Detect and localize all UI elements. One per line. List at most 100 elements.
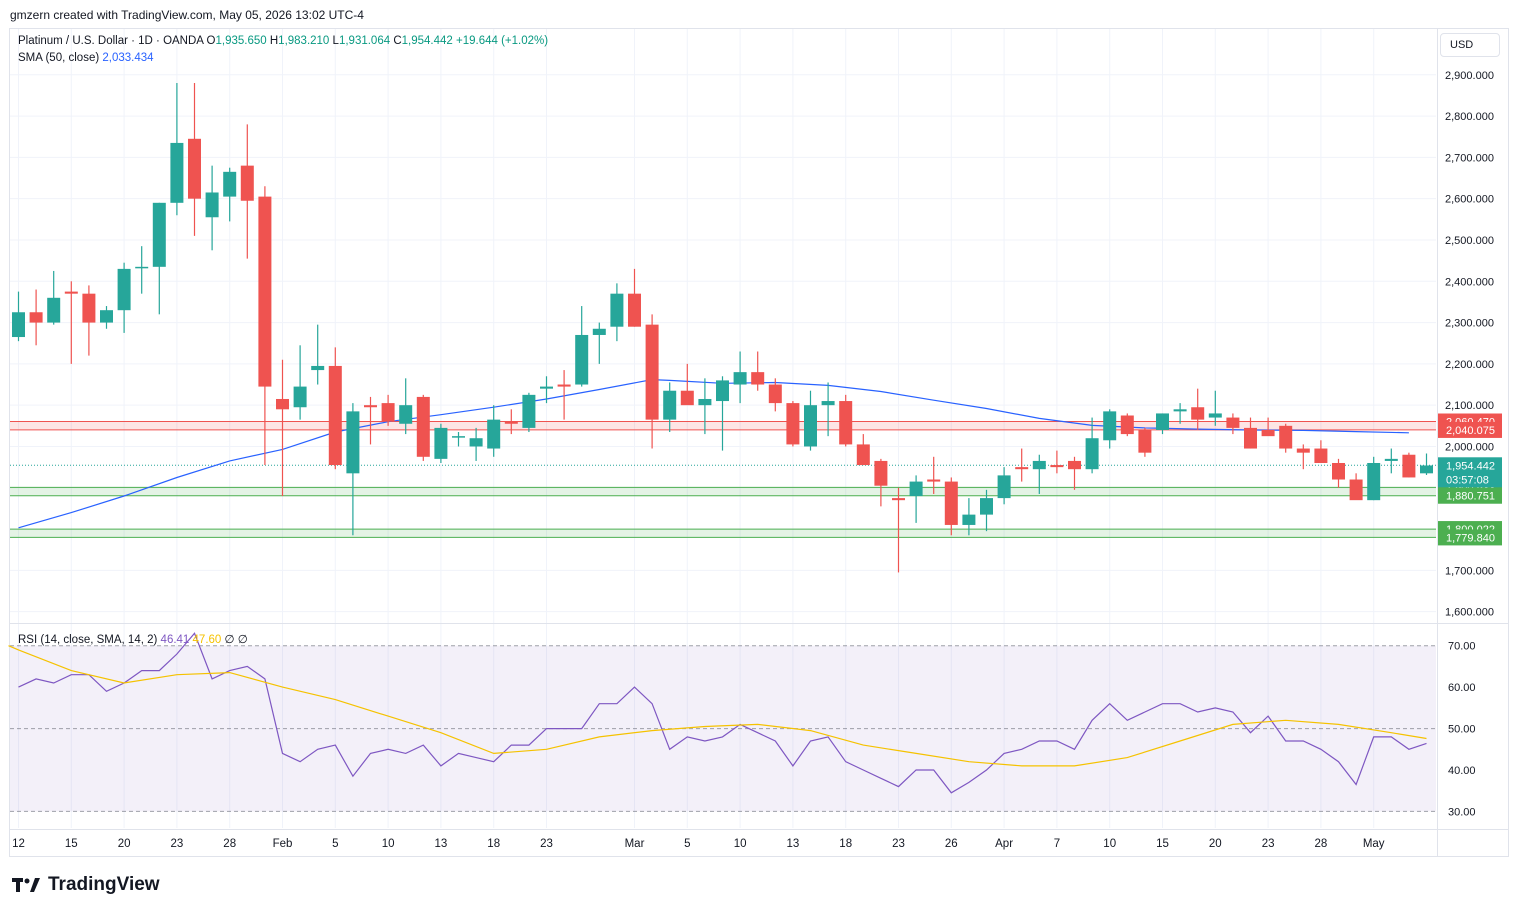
candle-body — [346, 411, 360, 474]
candle-body — [1349, 479, 1363, 501]
candle-body — [751, 372, 765, 385]
candle — [751, 351, 765, 391]
currency-selector[interactable]: USD — [1440, 33, 1500, 57]
time-tick-label: Mar — [625, 838, 645, 850]
time-tick-label: 5 — [332, 838, 338, 850]
time-tick-label: 12 — [12, 838, 25, 850]
sma-value: 2,033.434 — [102, 52, 154, 64]
candle — [522, 392, 536, 433]
candle-body — [1032, 460, 1046, 470]
candle — [223, 167, 237, 222]
candle-body — [381, 403, 395, 422]
candle-body — [892, 498, 905, 501]
candle — [645, 314, 659, 449]
candle-body — [909, 481, 923, 497]
candle-body — [1261, 429, 1275, 437]
countdown-text: 03:57:08 — [1446, 474, 1489, 486]
footer-brand: TradingView — [48, 874, 160, 895]
candle — [381, 394, 395, 426]
time-tick-label: Apr — [995, 838, 1013, 850]
time-tick-label: 18 — [839, 838, 852, 850]
candle-body — [1173, 409, 1187, 412]
rsi-tick-label: 50.00 — [1448, 724, 1476, 736]
candle — [205, 165, 219, 251]
candle — [1208, 390, 1222, 426]
footer-logo[interactable]: TradingView — [12, 874, 160, 896]
rsi-tick-label: 40.00 — [1448, 765, 1476, 777]
resistance-tag-bg — [1438, 421, 1502, 438]
time-axis: 12 15 20 23 28 Feb 5 10 13 18 23 Mar 5 10 13 18 23 26 Apr 7… — [12, 838, 1385, 850]
candle — [1173, 403, 1187, 424]
candle-body — [1156, 413, 1169, 430]
candle — [1314, 440, 1328, 463]
candle — [1156, 413, 1169, 435]
price-axis: 1,600.0001,700.0001,800.0001,900.0002,00… — [1445, 70, 1494, 619]
candle-body — [12, 312, 25, 338]
time-tick-label: 20 — [1209, 838, 1222, 850]
candle-body — [399, 405, 413, 424]
candle-body — [575, 334, 589, 385]
candle-body — [680, 390, 694, 406]
candle-body — [452, 436, 465, 438]
low-value: 1,931.064 — [338, 35, 391, 47]
time-tick-label: 10 — [1103, 838, 1116, 850]
support-zone-lower-fill — [10, 529, 1436, 538]
candle-body — [786, 403, 800, 445]
high-value: 1,983.210 — [278, 35, 330, 47]
candle-body — [997, 475, 1011, 499]
open-value: 1,935.650 — [215, 35, 267, 47]
candle — [575, 306, 589, 387]
candle — [64, 281, 78, 364]
candle-body — [733, 372, 747, 385]
rsi-band — [10, 645, 1436, 812]
candle — [487, 405, 501, 457]
candle-body — [592, 328, 606, 335]
candle — [1015, 448, 1029, 482]
candle — [12, 291, 25, 342]
candle — [1191, 388, 1205, 430]
candle — [663, 382, 677, 433]
candle-body — [927, 479, 941, 482]
chart-attribution: gmzern created with TradingView.com, May… — [10, 8, 364, 22]
candle — [1244, 417, 1257, 449]
candle — [452, 432, 465, 447]
rsi-axis: 30.00 40.00 50.00 60.00 70.00 — [1448, 641, 1476, 819]
candle-body — [980, 498, 993, 515]
candle-body — [276, 398, 289, 410]
time-tick-label: 15 — [1156, 838, 1169, 850]
candle — [1138, 427, 1152, 457]
candle-body — [557, 384, 571, 387]
candle — [1050, 450, 1064, 474]
candle-body — [804, 405, 817, 447]
candle — [276, 359, 289, 497]
candle — [1332, 458, 1345, 488]
price-tick-label: 2,500.000 — [1445, 235, 1494, 247]
tradingview-logo-icon — [12, 878, 40, 892]
candle — [100, 306, 113, 329]
candle — [1349, 473, 1363, 501]
candle-body — [874, 460, 888, 486]
candle — [927, 456, 941, 494]
price-tick-label: 2,100.000 — [1445, 400, 1494, 412]
candle — [768, 378, 782, 412]
candle — [909, 475, 923, 523]
time-tick-label: 23 — [892, 838, 905, 850]
time-tick-label: 18 — [487, 838, 500, 850]
price-tick-label: 2,600.000 — [1445, 194, 1494, 206]
candle — [434, 423, 448, 463]
candle-body — [1296, 448, 1310, 453]
price-tick-label: 2,400.000 — [1445, 276, 1494, 288]
candle-body — [364, 405, 377, 408]
time-tick-label: 10 — [734, 838, 747, 850]
candle — [980, 489, 993, 532]
candle-body — [1191, 407, 1205, 420]
candle — [962, 498, 976, 536]
resistance-tag-text: 2,040.075 — [1446, 425, 1495, 437]
candle-body — [698, 398, 712, 406]
price-tick-label: 2,700.000 — [1445, 152, 1494, 164]
last-price-tag-text: 1,954.442 — [1446, 460, 1495, 472]
candle — [135, 246, 149, 294]
candle-body — [1208, 413, 1222, 418]
last-price-tag-bg — [1438, 457, 1502, 488]
